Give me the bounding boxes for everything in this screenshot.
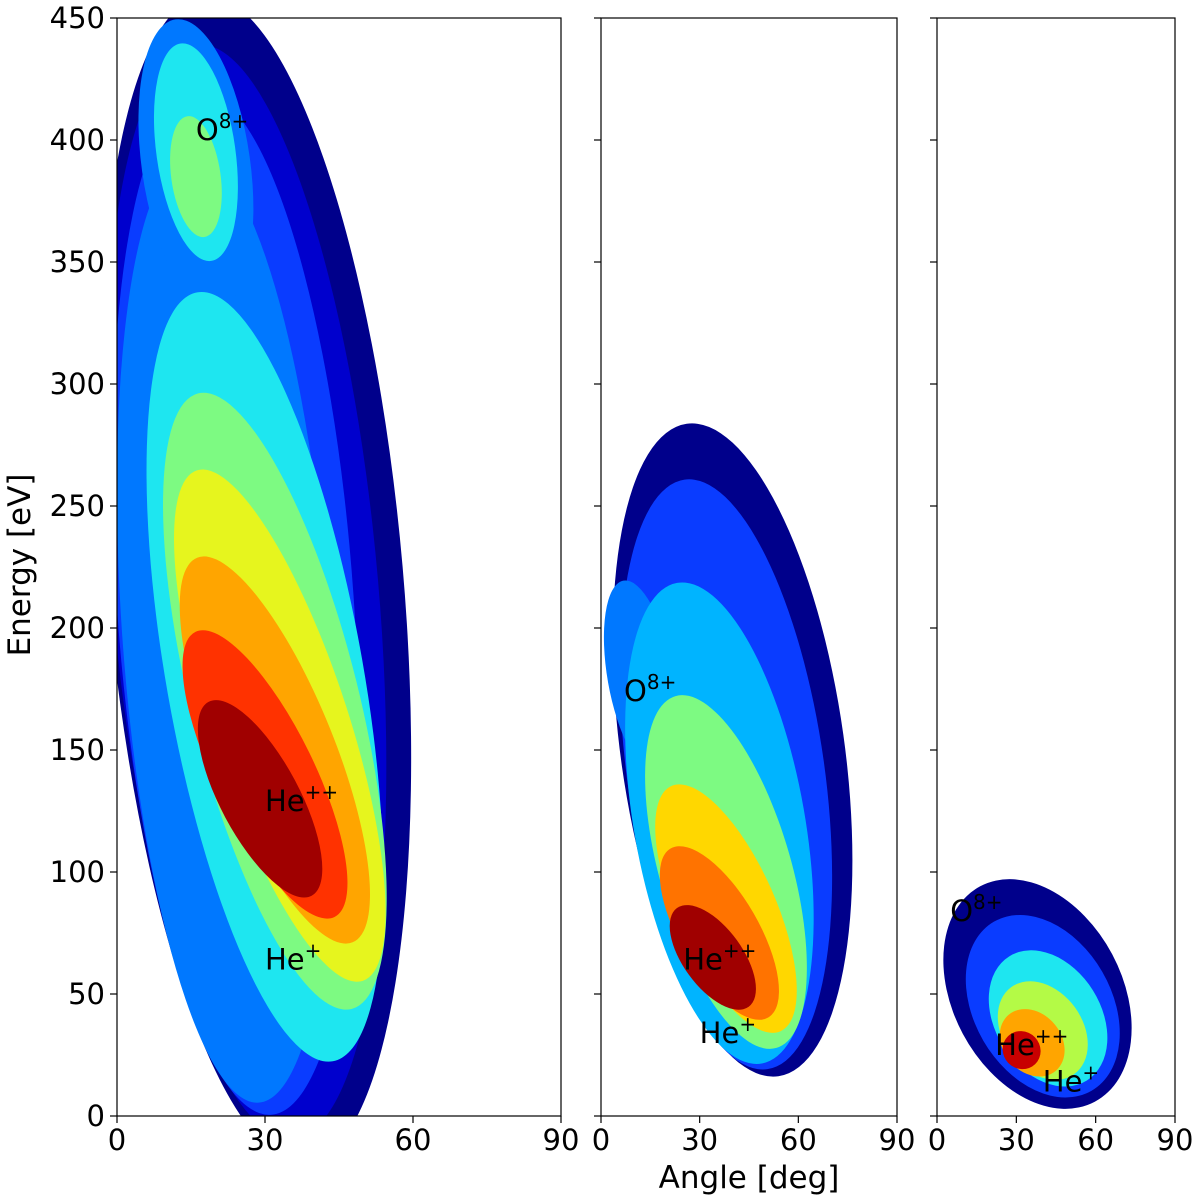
y-tick-label: 0	[87, 1099, 105, 1133]
x-tick-label: 0	[928, 1123, 946, 1157]
y-tick-label: 150	[50, 733, 105, 767]
y-tick-label: 350	[50, 245, 105, 279]
contour-area	[117, 18, 412, 1116]
panel-right: 0 30 60 90 O8+ He++He+	[928, 17, 1194, 1157]
species-label: He++	[995, 1024, 1068, 1062]
species-label: He+	[700, 1012, 756, 1050]
y-tick-label: 200	[50, 611, 105, 645]
x-tick-label: 60	[780, 1123, 817, 1157]
x-tick-label: 30	[681, 1123, 718, 1157]
y-tick-label: 400	[50, 123, 105, 157]
y-tick-label: 50	[68, 977, 105, 1011]
panel-left: 0 30 60 90 0 50 100 150 200 250 300 350 400 450 O8+ He+…	[50, 1, 580, 1157]
contour-level-14	[1002, 1031, 1041, 1070]
plot-frame	[936, 17, 1176, 1117]
x-tick-label: 0	[108, 1123, 126, 1157]
contour-area	[943, 879, 1132, 1109]
x-tick-label: 60	[395, 1123, 432, 1157]
contour-level-15	[669, 905, 756, 1010]
panel-middle: 0 30 60 90 O8+ He++ He+	[592, 17, 916, 1157]
y-axis-title: Energy [eV]	[2, 474, 38, 657]
x-tick-label: 90	[543, 1123, 580, 1157]
contour-area	[603, 423, 853, 1077]
plot-frame	[116, 17, 562, 1117]
x-tick-label: 0	[592, 1123, 610, 1157]
species-label: He+	[1043, 1061, 1099, 1099]
species-label: O8+	[196, 109, 248, 147]
x-tick-label: 90	[1157, 1123, 1194, 1157]
species-label: O8+	[950, 890, 1002, 928]
species-label: He++	[265, 780, 338, 818]
x-tick-label: 30	[998, 1123, 1035, 1157]
y-tick-label: 450	[50, 1, 105, 35]
contour-level-7	[170, 116, 222, 238]
x-tick-label: 60	[1077, 1123, 1114, 1157]
x-tick-label: 30	[247, 1123, 284, 1157]
contour-level-15	[197, 700, 323, 898]
y-tick-label: 100	[50, 855, 105, 889]
species-label: O8+	[624, 670, 676, 708]
plot-frame	[600, 17, 898, 1117]
species-label: He++	[683, 939, 756, 977]
y-tick-label: 300	[50, 367, 105, 401]
x-tick-label: 90	[879, 1123, 916, 1157]
y-tick-label: 250	[50, 489, 105, 523]
x-axis-title: Angle [deg]	[659, 1160, 840, 1196]
species-label: He+	[265, 939, 321, 977]
